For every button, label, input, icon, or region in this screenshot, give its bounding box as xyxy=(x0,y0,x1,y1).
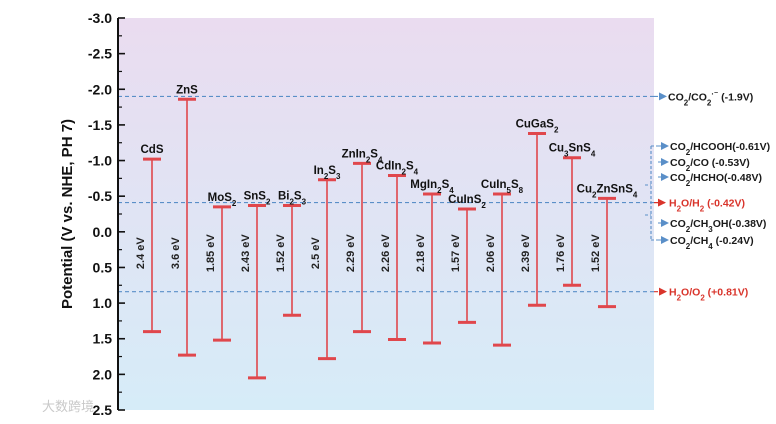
band-13: Cu2ZnSnS4 1.52 eV xyxy=(577,183,638,309)
band-bars: CdS 2.4 eV ZnS 3.6 eV MoS2 1.85 eV SnS2 2.43 eV… xyxy=(135,84,638,380)
material-label: SnS2 xyxy=(244,190,271,206)
material-label: ZnIn2S4 xyxy=(342,148,383,164)
material-label: In2S3 xyxy=(314,165,341,181)
material-label: CdIn2S4 xyxy=(376,161,419,177)
co2-product-label: CO2/HCOOH(-0.61V) xyxy=(670,141,770,157)
band-1: ZnS 3.6 eV xyxy=(170,84,198,357)
band-gap-label: 2.26 eV xyxy=(380,234,392,273)
y-axis-label: Potential (V vs. NHE, PH 7) xyxy=(59,119,76,309)
o2-label: H2O/O2 (+0.81V) xyxy=(669,287,748,303)
y-tick-label: 1.0 xyxy=(93,295,113,311)
band-11: CuGaS2 2.39 eV xyxy=(516,118,559,307)
band-gap-label: 2.39 eV xyxy=(520,234,532,273)
band-gap-label: 2.06 eV xyxy=(485,234,497,273)
material-label: CuInS2 xyxy=(448,194,486,210)
material-label: ZnS xyxy=(176,84,198,96)
band-8: MgIn2S4 2.18 eV xyxy=(410,179,454,345)
band-4: Bi2S3 1.52 eV xyxy=(275,190,307,317)
band-10: CuIn5S8 2.06 eV xyxy=(481,179,524,347)
material-label: MgIn2S4 xyxy=(410,179,454,195)
y-tick-label: 2.0 xyxy=(93,366,113,382)
band-gap-label: 2.18 eV xyxy=(415,234,427,273)
material-label: MoS2 xyxy=(208,192,237,208)
y-tick-label: -2.5 xyxy=(88,46,112,62)
band-5: In2S3 2.5 eV xyxy=(310,165,341,361)
material-label: CuGaS2 xyxy=(516,118,559,134)
material-label: Cu3SnS4 xyxy=(549,143,596,159)
y-tick-label: -0.5 xyxy=(88,188,112,204)
band-gap-label: 2.4 eV xyxy=(135,237,147,269)
h2-label: H2O/H2 (-0.42V) xyxy=(669,198,745,214)
y-tick-label: 0.5 xyxy=(93,259,113,275)
band-6: ZnIn2S4 2.29 eV xyxy=(342,148,383,334)
band-gap-label: 1.52 eV xyxy=(590,234,602,273)
y-tick-label: 1.5 xyxy=(93,331,113,347)
band-9: CuInS2 1.57 eV xyxy=(448,194,486,324)
material-label: CuIn5S8 xyxy=(481,179,524,195)
band-12: Cu3SnS4 1.76 eV xyxy=(549,143,596,287)
band-gap-label: 3.6 eV xyxy=(170,237,182,269)
y-axis: -3.0 -2.5 -2.0 -1.5 -1.0 -0.5 0.0 0.5 1.0 1.5 2.0 2… xyxy=(88,10,125,418)
co2-product-label: CO2/CO (-0.53V) xyxy=(670,157,750,173)
co2-annotations: CO2/HCOOH(-0.61V)CO2/CO (-0.53V)CO2/HCHO… xyxy=(645,141,770,251)
y-tick-label: -2.0 xyxy=(88,81,112,97)
band-7: CdIn2S4 2.26 eV xyxy=(376,161,419,341)
band-gap-label: 1.85 eV xyxy=(205,234,217,273)
co2-product-label: CO2/CH4 (-0.24V) xyxy=(670,235,754,251)
co2-product-label: CO2/CH3OH(-0.38V) xyxy=(670,218,766,234)
material-label: Cu2ZnSnS4 xyxy=(577,183,638,199)
band-3: SnS2 2.43 eV xyxy=(240,190,271,380)
band-gap-label: 1.52 eV xyxy=(275,234,287,273)
y-tick-label: -1.5 xyxy=(88,117,112,133)
y-tick-label: 2.5 xyxy=(93,402,113,418)
y-tick-label: -1.0 xyxy=(88,153,112,169)
co2-product-label: CO2/HCHO(-0.48V) xyxy=(670,172,762,188)
watermark-text: 大数跨境 xyxy=(42,399,94,414)
watermark: 大数跨境 xyxy=(42,399,94,414)
material-label: CdS xyxy=(141,144,164,156)
y-tick-label: 0.0 xyxy=(93,224,113,240)
y-tick-label: -3.0 xyxy=(88,10,112,26)
band-gap-label: 2.43 eV xyxy=(240,234,252,273)
band-gap-label: 2.5 eV xyxy=(310,237,322,269)
band-gap-label: 1.57 eV xyxy=(450,234,462,273)
plot-background xyxy=(118,18,654,410)
reference-lines: CO2/CO2·⁻ (-1.9V) H2O/H2 (-0.42V) H2O/O2 (… xyxy=(118,89,753,302)
band-gap-label: 2.29 eV xyxy=(345,234,357,273)
band-gap-label: 1.76 eV xyxy=(555,234,567,273)
material-label: Bi2S3 xyxy=(278,190,307,206)
band-0: CdS 2.4 eV xyxy=(135,144,164,334)
co2-radical-label: CO2/CO2·⁻ (-1.9V) xyxy=(668,89,753,107)
band-2: MoS2 1.85 eV xyxy=(205,192,237,342)
